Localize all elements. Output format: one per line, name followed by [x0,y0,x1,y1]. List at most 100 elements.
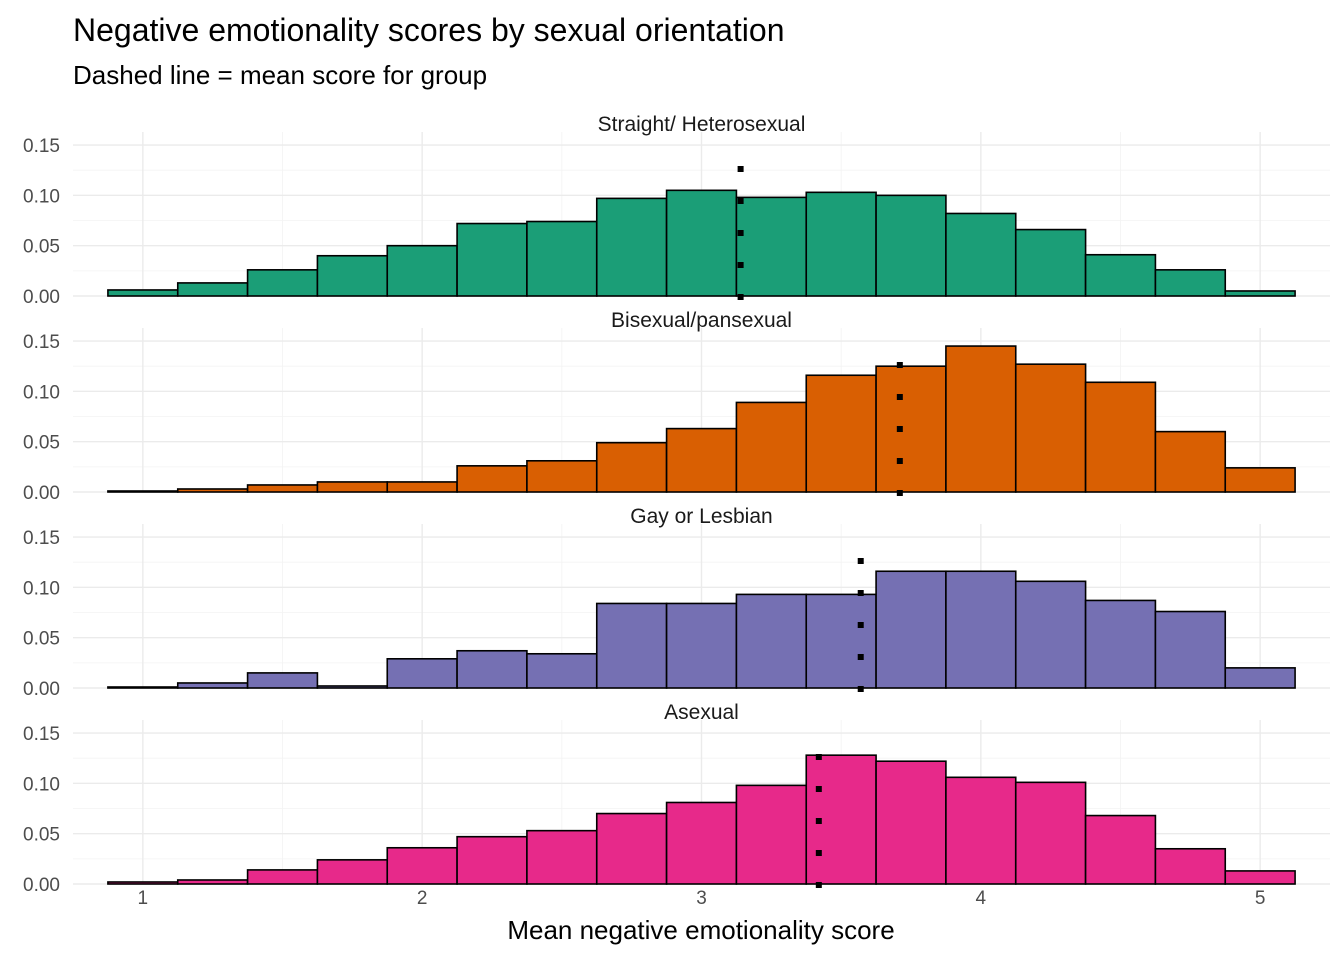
facet-panel: 0.00 0.05 0.10 0.15 Asexual [23,701,1330,896]
facet-strip-label: Straight/ Heterosexual [598,113,806,136]
histogram-bar [176,282,249,297]
histogram-bar [246,269,319,297]
histogram-bar [1014,228,1087,297]
x-tick-label: 3 [696,888,707,909]
facet-strip-label: Gay or Lesbian [630,505,772,528]
y-tick-label: 0.00 [23,875,60,896]
y-tick-label: 0.05 [23,237,60,258]
histogram-bar [107,289,179,297]
y-tick-label: 0.15 [23,528,60,549]
histogram-bar [735,593,808,689]
y-tick-label: 0.00 [23,287,60,308]
histogram-bar [316,481,389,493]
histogram-bar [1154,430,1227,493]
y-tick-label: 0.05 [23,825,60,846]
histogram-bar [107,686,179,689]
histogram-bar [1224,467,1296,493]
histogram-bar [1154,610,1227,689]
histogram-bar [1154,847,1227,885]
histogram-bar [1084,599,1157,689]
y-tick-label: 0.10 [23,578,60,599]
histogram-bar [1084,253,1157,297]
histogram-bar [595,197,668,297]
facet-strip-label: Bisexual/pansexual [611,309,792,332]
histogram-bar [386,846,458,885]
x-tick-label: 2 [417,888,428,909]
histogram-bar [526,829,598,885]
histogram-bar [805,374,877,493]
histogram-bar [945,570,1017,689]
histogram-bar [316,685,389,689]
histogram-bar [945,776,1017,885]
histogram-bar [246,672,319,689]
chart-subtitle: Dashed line = mean score for group [73,60,487,90]
x-tick-label: 5 [1255,888,1266,909]
histogram-bar [805,191,877,297]
histogram-bar [1224,667,1296,689]
y-tick-label: 0.10 [23,186,60,207]
chart-title: Negative emotionality scores by sexual o… [73,12,784,48]
facet-panel: 0.00 0.05 0.10 0.15 Bisexual/pansexual [23,309,1330,504]
histogram-bar [316,859,389,885]
histogram-bar [526,652,598,689]
histogram-bar [1014,580,1087,689]
histogram-bar [1014,781,1087,885]
y-tick-label: 0.15 [23,332,60,353]
histogram-bar [665,427,738,493]
histogram-bar [526,220,598,297]
histogram-bar [595,812,668,885]
y-tick-label: 0.00 [23,483,60,504]
histogram-bar [735,784,808,885]
histogram-bar [386,481,458,493]
histogram-bar [1084,381,1157,493]
histogram-bar [595,441,668,493]
histogram-bar [456,465,528,493]
histogram-bar [526,459,598,493]
facet-strip-label: Asexual [664,701,739,724]
histogram-bar [875,760,947,885]
histogram-bar [665,801,738,885]
histogram-bar [875,194,947,297]
histogram-bar [1014,363,1087,493]
histogram-bar [107,881,179,885]
y-tick-label: 0.00 [23,679,60,700]
facet-panel: 0.00 0.05 0.10 0.15 Gay or Lesbian [23,505,1330,700]
histogram-bar [176,488,249,493]
histogram-bar [246,484,319,493]
histogram-bar [246,869,319,885]
x-tick-label: 1 [138,888,149,909]
histogram-bar [875,365,947,493]
histogram-bar [316,254,389,297]
histogram-bar [875,570,947,689]
histogram-bar [456,649,528,689]
histogram-bar [805,593,877,689]
histogram-bar [386,658,458,689]
histogram-bar [386,244,458,297]
histogram-bar [1224,290,1296,297]
y-tick-label: 0.05 [23,629,60,650]
y-tick-label: 0.15 [23,136,60,157]
histogram-bar [456,835,528,885]
histogram-bar [665,602,738,689]
histogram-bar [735,196,808,297]
histogram-bar [595,602,668,689]
y-tick-label: 0.10 [23,774,60,795]
histogram-bar [735,401,808,493]
y-tick-label: 0.05 [23,433,60,454]
histogram-bar [456,222,528,297]
histogram-bar [107,490,179,493]
facet-panel: 0.00 0.05 0.10 0.15 Straight/ Heterosexual [23,113,1330,308]
histogram-bar [1154,269,1227,297]
histogram-bar [665,189,738,297]
histogram-bar [1224,870,1296,885]
histogram-bar [176,682,249,689]
histogram-bar [1084,814,1157,885]
x-axis: 1 2 3 4 5 [138,888,1266,909]
x-axis-label: Mean negative emotionality score [507,915,894,945]
histogram-bar [176,879,249,885]
histogram-bar [945,212,1017,297]
histogram-bar [945,345,1017,493]
x-tick-label: 4 [976,888,987,909]
